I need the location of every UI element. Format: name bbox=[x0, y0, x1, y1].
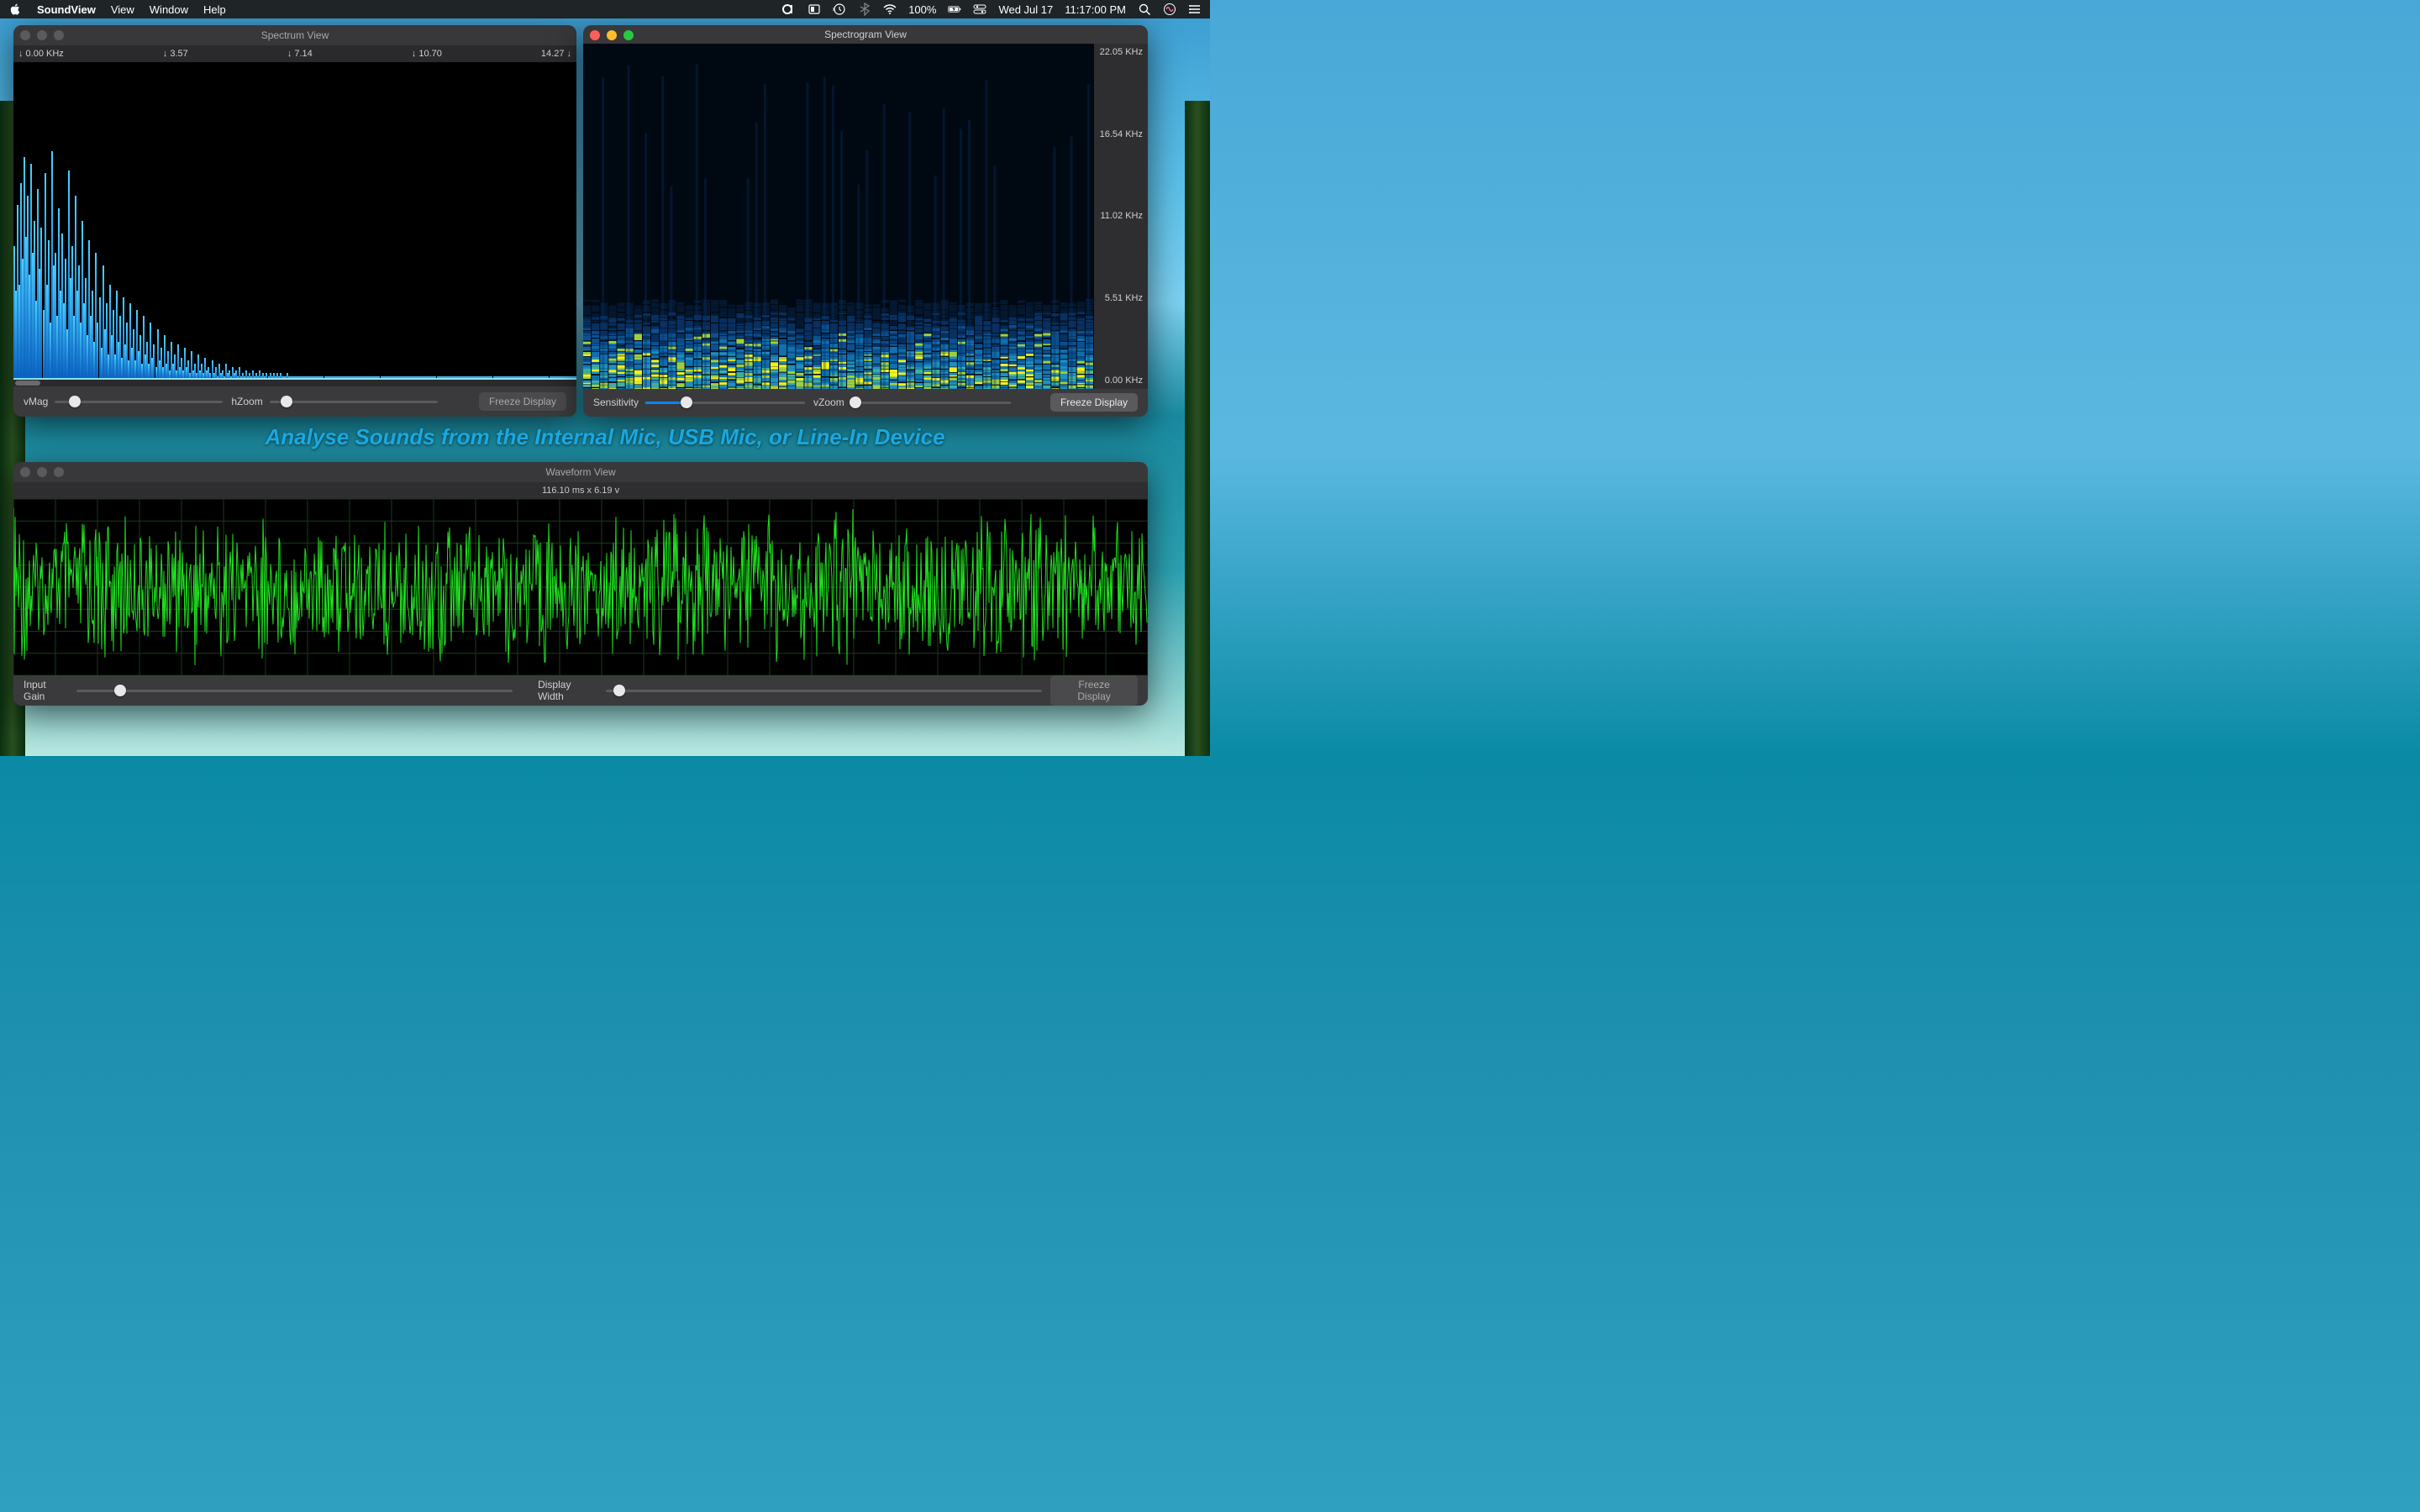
axis-tick: ↓ 10.70 bbox=[412, 49, 442, 59]
menubar-date[interactable]: Wed Jul 17 bbox=[998, 3, 1053, 16]
control-center-icon[interactable] bbox=[973, 3, 986, 16]
axis-tick: 16.54 KHz bbox=[1099, 129, 1143, 139]
vmag-label: vMag bbox=[24, 396, 48, 407]
window-title: Spectrogram View bbox=[824, 29, 907, 40]
wifi-icon[interactable] bbox=[883, 3, 897, 16]
spotlight-icon[interactable] bbox=[1138, 3, 1151, 16]
close-button[interactable] bbox=[590, 30, 600, 40]
hzoom-slider[interactable] bbox=[270, 395, 438, 408]
display-width-slider[interactable] bbox=[606, 684, 1042, 697]
stage-manager-icon[interactable] bbox=[808, 3, 821, 16]
vzoom-label: vZoom bbox=[813, 396, 844, 408]
sensitivity-label: Sensitivity bbox=[593, 396, 639, 408]
waveform-view-window: Waveform View 116.10 ms x 6.19 v Input G… bbox=[13, 462, 1148, 706]
spectrogram-frequency-axis: 22.05 KHz 16.54 KHz 11.02 KHz 5.51 KHz 0… bbox=[1094, 44, 1148, 388]
spectrogram-titlebar[interactable]: Spectrogram View bbox=[583, 25, 1148, 44]
hzoom-label: hZoom bbox=[231, 396, 262, 407]
menu-help[interactable]: Help bbox=[203, 3, 226, 16]
vzoom-slider[interactable] bbox=[851, 396, 1011, 409]
menubar: SoundView View Window Help 100% Wed Jul … bbox=[0, 0, 1210, 18]
axis-tick: 5.51 KHz bbox=[1099, 293, 1143, 303]
minimize-button[interactable] bbox=[607, 30, 617, 40]
siri-icon[interactable] bbox=[1163, 3, 1176, 16]
axis-tick: 22.05 KHz bbox=[1099, 47, 1143, 57]
spectrogram-controls: Sensitivity vZoom Freeze Display bbox=[583, 389, 1148, 417]
minimize-button[interactable] bbox=[37, 30, 47, 40]
axis-tick: 11.02 KHz bbox=[1099, 211, 1143, 221]
spectrum-controls: vMag hZoom Freeze Display bbox=[13, 386, 576, 417]
waveform-chart bbox=[13, 499, 1148, 675]
freeze-display-button[interactable]: Freeze Display bbox=[479, 392, 566, 411]
spectrum-hscrollbar[interactable] bbox=[13, 380, 576, 386]
apple-menu-icon[interactable] bbox=[8, 3, 22, 16]
window-title: Waveform View bbox=[545, 466, 615, 478]
axis-tick: 0.00 KHz bbox=[1099, 375, 1143, 386]
bluetooth-icon[interactable] bbox=[858, 3, 871, 16]
axis-tick: ↓ 0.00 KHz bbox=[18, 49, 64, 59]
waveform-titlebar[interactable]: Waveform View bbox=[13, 462, 1148, 482]
zoom-button[interactable] bbox=[623, 30, 634, 40]
timemachine-icon[interactable] bbox=[833, 3, 846, 16]
spectrogram-chart bbox=[583, 44, 1094, 388]
menu-window[interactable]: Window bbox=[150, 3, 188, 16]
spectrogram-view-window: Spectrogram View 22.05 KHz 16.54 KHz 11.… bbox=[583, 25, 1148, 417]
logitech-icon[interactable] bbox=[782, 3, 796, 16]
battery-icon[interactable] bbox=[948, 3, 961, 16]
minimize-button[interactable] bbox=[37, 467, 47, 477]
waveform-controls: Input Gain Display Width Freeze Display bbox=[13, 675, 1148, 706]
app-name[interactable]: SoundView bbox=[37, 3, 96, 16]
spectrum-chart bbox=[13, 62, 576, 380]
axis-tick: ↓ 3.57 bbox=[163, 49, 188, 59]
menu-extra-icon[interactable] bbox=[1188, 3, 1202, 16]
freeze-display-button[interactable]: Freeze Display bbox=[1050, 675, 1138, 706]
input-gain-label: Input Gain bbox=[24, 679, 70, 702]
wallpaper-palm-right bbox=[1185, 101, 1210, 756]
axis-tick: 14.27 ↓ bbox=[541, 49, 571, 59]
window-title: Spectrum View bbox=[261, 29, 329, 41]
close-button[interactable] bbox=[20, 30, 30, 40]
menubar-time[interactable]: 11:17:00 PM bbox=[1065, 3, 1126, 16]
vmag-slider[interactable] bbox=[55, 395, 223, 408]
menu-view[interactable]: View bbox=[111, 3, 134, 16]
display-width-label: Display Width bbox=[538, 679, 599, 702]
spectrum-titlebar[interactable]: Spectrum View bbox=[13, 25, 576, 45]
close-button[interactable] bbox=[20, 467, 30, 477]
input-gain-slider[interactable] bbox=[76, 684, 513, 697]
axis-tick: ↓ 7.14 bbox=[287, 49, 313, 59]
zoom-button[interactable] bbox=[54, 30, 64, 40]
spectrum-view-window: Spectrum View ↓ 0.00 KHz ↓ 3.57 ↓ 7.14 ↓… bbox=[13, 25, 576, 417]
freeze-display-button[interactable]: Freeze Display bbox=[1050, 393, 1138, 412]
waveform-info-text: 116.10 ms x 6.19 v bbox=[13, 482, 1148, 499]
spectrum-frequency-axis: ↓ 0.00 KHz ↓ 3.57 ↓ 7.14 ↓ 10.70 14.27 ↓ bbox=[13, 45, 576, 62]
zoom-button[interactable] bbox=[54, 467, 64, 477]
sensitivity-slider[interactable] bbox=[645, 396, 805, 409]
marketing-tagline: Analyse Sounds from the Internal Mic, US… bbox=[265, 424, 944, 450]
battery-percent[interactable]: 100% bbox=[908, 3, 936, 16]
